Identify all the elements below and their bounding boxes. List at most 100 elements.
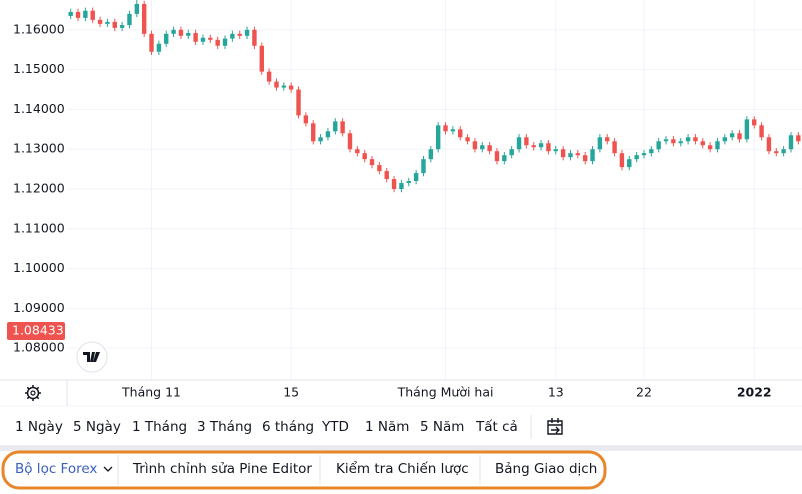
y-tick-label: 1.13000: [13, 141, 65, 156]
candle-body: [634, 155, 639, 160]
candle-body: [193, 33, 198, 42]
y-tick-label: 1.14000: [13, 101, 65, 116]
candle-body: [171, 29, 176, 34]
candle-body: [362, 153, 367, 160]
tab[interactable]: Trình chỉnh sửa Pine Editor: [132, 461, 312, 477]
candle-body: [465, 137, 470, 142]
candle-body: [75, 11, 81, 18]
range-bar: 1 Ngày 5 Ngày 1 Tháng 3 Tháng 6 tháng YT…: [15, 415, 563, 439]
candle-body: [612, 141, 617, 154]
candle-body: [597, 137, 603, 150]
candle-body: [671, 139, 676, 144]
candle-body: [178, 29, 184, 36]
y-tick-label: 1.11000: [13, 220, 65, 235]
range-button[interactable]: 1 Tháng: [132, 419, 187, 435]
candle-body: [325, 131, 331, 138]
candle-body: [494, 151, 500, 162]
x-tick-label: 13: [548, 385, 564, 400]
candle-body: [685, 137, 691, 142]
candle-body: [553, 149, 558, 152]
candle-body: [568, 153, 573, 158]
candle-body: [156, 43, 162, 52]
candle-body: [200, 37, 206, 42]
candle-body: [281, 85, 287, 88]
candle-body: [259, 45, 264, 72]
x-tick-label: 22: [636, 385, 652, 400]
candle-body: [90, 10, 95, 20]
range-button[interactable]: 5 Ngày: [73, 419, 121, 435]
settings-icon[interactable]: [25, 385, 41, 401]
candle-body: [531, 145, 536, 148]
candle-body: [230, 33, 235, 39]
candle-body: [656, 141, 661, 150]
candle-body: [186, 33, 191, 36]
candle-body: [119, 25, 125, 28]
dropdown-caret[interactable]: [103, 466, 113, 472]
tab[interactable]: Bảng Giao dịch: [495, 461, 597, 477]
candle-body: [560, 149, 566, 158]
chart-area: 1.08000 1.09000 1.10000 1.11000 1.12000 1.130…: [7, 0, 802, 380]
candle-body: [524, 137, 529, 146]
candle-body: [83, 10, 88, 18]
candle-body: [516, 137, 522, 150]
highlight-outline: [1, 450, 607, 490]
candle-body: [472, 141, 478, 150]
range-button[interactable]: 1 Ngày: [15, 419, 63, 435]
candle-body: [590, 149, 595, 162]
bottom-tabs: Bộ lọc Forex Trình chỉnh sửa Pine Editor…: [1, 450, 607, 490]
candle-body: [244, 29, 250, 36]
range-button[interactable]: 1 Năm: [365, 419, 409, 435]
candle-body: [737, 133, 742, 140]
candle-body: [252, 29, 257, 46]
x-tick-label: 2022: [737, 385, 772, 400]
date-range-icon[interactable]: [547, 418, 563, 435]
candle-body: [707, 145, 713, 150]
tab[interactable]: Kiểm tra Chiến lược: [336, 460, 469, 477]
candle-body: [575, 153, 581, 156]
candle-body: [678, 141, 683, 144]
candle-body: [450, 129, 456, 132]
price-label: 1.08433: [12, 322, 64, 337]
range-button[interactable]: 5 Năm: [420, 419, 464, 435]
candle-body: [641, 153, 647, 156]
x-tick-label: Tháng Mười hai: [397, 385, 494, 400]
candle-body: [781, 149, 786, 154]
candle-body: [509, 149, 514, 156]
candle-body: [208, 37, 213, 40]
candle-body: [627, 159, 632, 168]
candle-body: [222, 38, 228, 46]
candle-body: [744, 119, 750, 140]
candle-body: [274, 81, 279, 88]
candle-body: [68, 11, 73, 16]
candle-body: [752, 119, 757, 126]
candle-body: [722, 137, 728, 142]
candle-body: [788, 135, 794, 150]
candle-body: [693, 137, 698, 142]
range-button[interactable]: YTD: [321, 419, 349, 435]
candle-body: [605, 137, 610, 142]
x-tick-label: Tháng 11: [121, 385, 181, 400]
price-label-bg: [7, 321, 65, 340]
candle-body: [105, 21, 110, 24]
y-tick-label: 1.10000: [13, 260, 65, 275]
y-tick-label: 1.12000: [13, 181, 65, 196]
candle-body: [487, 145, 492, 152]
candle-body: [759, 125, 764, 138]
candle-body: [311, 123, 316, 142]
candle-body: [413, 173, 419, 182]
candle-body: [428, 149, 434, 160]
candle-body: [369, 159, 375, 166]
candle-body: [538, 143, 544, 148]
candle-body: [391, 179, 397, 190]
candle-body: [377, 165, 382, 172]
candle-body: [164, 33, 169, 44]
candle-body: [141, 3, 147, 34]
y-tick-label: 1.16000: [13, 21, 65, 36]
candle-body: [458, 129, 463, 138]
candle-body: [700, 141, 705, 146]
range-button[interactable]: 6 tháng: [262, 419, 314, 435]
range-button[interactable]: 3 Tháng: [197, 419, 252, 435]
tab[interactable]: Bộ lọc Forex: [15, 461, 97, 477]
y-tick-label: 1.08000: [13, 340, 65, 355]
range-button[interactable]: Tất cả: [475, 419, 518, 435]
